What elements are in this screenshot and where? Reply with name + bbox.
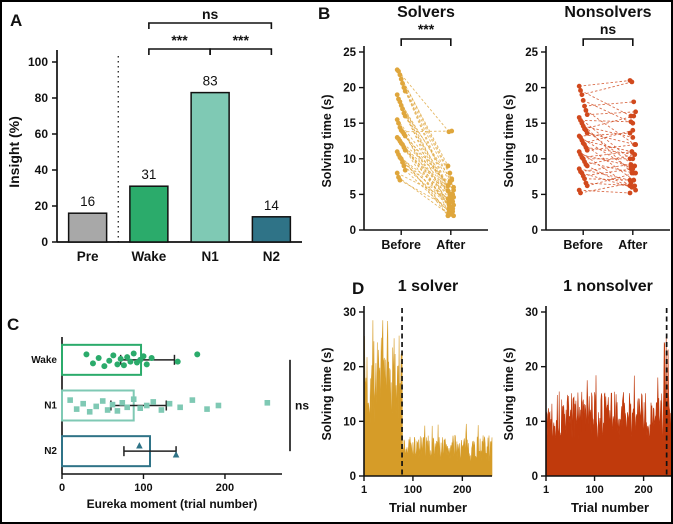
- nonsolver-series-chart: 0 10 20 30 1 100 200 Solving time (s) Trial numb…: [502, 306, 671, 515]
- svg-text:5: 5: [532, 189, 539, 201]
- svg-text:Pre: Pre: [77, 249, 99, 264]
- svg-text:***: ***: [171, 32, 188, 48]
- panel-d: D 1 solver 1 nonsolver 0 10 20 30 1 100 200 Sol…: [312, 264, 671, 522]
- svg-text:N1: N1: [44, 401, 57, 412]
- solver-series-chart: 0 10 20 30 1 100 200 Solving time (s) Trial numb…: [320, 306, 493, 515]
- svg-text:0: 0: [350, 471, 356, 483]
- svg-text:10: 10: [525, 154, 538, 166]
- nonsolvers-title: Nonsolvers: [564, 4, 652, 21]
- svg-text:20: 20: [525, 83, 538, 95]
- svg-text:10: 10: [525, 416, 538, 428]
- panel-d-label: D: [352, 279, 365, 298]
- svg-text:80: 80: [35, 91, 49, 105]
- svg-text:Before: Before: [381, 238, 421, 252]
- svg-text:30: 30: [343, 307, 356, 319]
- svg-text:Wake: Wake: [31, 355, 57, 366]
- panel-a-label: A: [10, 11, 23, 30]
- svg-text:14: 14: [264, 198, 280, 213]
- svg-text:100: 100: [585, 484, 603, 496]
- eureka-hbar-chart: Wake N1 N2 0 100 200 Eureka moment (trial numb…: [31, 337, 309, 511]
- solver-series-sub: 0 10 20 30 1 100 200 Solving time (s) Trial numb…: [318, 264, 499, 522]
- svg-text:Before: Before: [563, 238, 603, 252]
- svg-text:15: 15: [343, 118, 356, 130]
- svg-text:100: 100: [404, 484, 422, 496]
- svg-text:Solving time (s): Solving time (s): [320, 347, 334, 440]
- svg-text:20: 20: [35, 199, 49, 213]
- svg-text:Eureka moment (trial number): Eureka moment (trial number): [87, 497, 258, 511]
- svg-text:15: 15: [525, 118, 538, 130]
- nonsolver-series-title: 1 nonsolver: [563, 278, 653, 295]
- svg-text:20: 20: [343, 362, 356, 374]
- svg-text:200: 200: [453, 484, 471, 496]
- solvers-paired-chart: 0 5 10 15 20 25 Solving time (s) *** Before After: [320, 21, 488, 252]
- panel-c-label: C: [7, 315, 20, 334]
- svg-text:Trial number: Trial number: [389, 500, 467, 515]
- svg-text:30: 30: [525, 307, 538, 319]
- svg-text:25: 25: [343, 47, 356, 59]
- solvers-sub: 0 5 10 15 20 25 Solving time (s) *** Before After: [318, 2, 499, 264]
- solver-series-title: 1 solver: [397, 278, 459, 295]
- svg-text:N2: N2: [263, 249, 280, 264]
- nonsolver-series-sub: 0 10 20 30 1 100 200 Solving time (s) Trial numb…: [500, 264, 671, 522]
- svg-text:200: 200: [634, 484, 652, 496]
- svg-text:Solving time (s): Solving time (s): [502, 347, 516, 440]
- svg-text:0: 0: [532, 225, 538, 237]
- svg-text:5: 5: [350, 189, 357, 201]
- svg-text:1: 1: [361, 484, 367, 496]
- insight-bar-chart: 0 20 40 60 80 100 Insight (%) 16 Pre 31 Wake 83 N1 14…: [6, 6, 302, 264]
- panel-b-label: B: [318, 4, 331, 23]
- svg-text:Trial number: Trial number: [571, 500, 649, 515]
- svg-text:1: 1: [543, 484, 549, 496]
- svg-text:ns: ns: [295, 399, 309, 413]
- solvers-title: Solvers: [397, 4, 455, 21]
- svg-text:10: 10: [343, 154, 356, 166]
- svg-text:Insight (%): Insight (%): [6, 116, 22, 188]
- nonsolvers-sub: 0 5 10 15 20 25 Solving time (s) ns Before After: [500, 2, 671, 264]
- svg-text:20: 20: [525, 362, 538, 374]
- panel-b: B Solvers Nonsolvers 0 5 10 15 20 25 Solving t…: [312, 2, 671, 264]
- svg-text:***: ***: [418, 21, 435, 37]
- svg-text:N1: N1: [201, 249, 219, 264]
- svg-text:25: 25: [525, 47, 538, 59]
- svg-text:Solving time (s): Solving time (s): [320, 94, 334, 187]
- svg-text:Solving time (s): Solving time (s): [502, 94, 516, 187]
- panel-a: A 0 20 40 60 80 100 Insight (%) 16 Pre 31 Wake 83 N1…: [2, 2, 312, 302]
- svg-text:N2: N2: [44, 446, 57, 457]
- svg-text:100: 100: [28, 55, 48, 69]
- svg-text:16: 16: [80, 194, 95, 209]
- svg-text:83: 83: [203, 74, 218, 89]
- svg-text:After: After: [436, 238, 465, 252]
- svg-text:40: 40: [35, 163, 49, 177]
- svg-text:200: 200: [216, 482, 234, 494]
- svg-text:20: 20: [343, 83, 356, 95]
- svg-text:0: 0: [59, 482, 65, 494]
- nonsolvers-paired-chart: 0 5 10 15 20 25 Solving time (s) ns Before After: [502, 21, 670, 252]
- svg-text:0: 0: [41, 235, 48, 249]
- svg-text:60: 60: [35, 127, 49, 141]
- svg-text:***: ***: [233, 32, 250, 48]
- svg-text:31: 31: [141, 167, 156, 182]
- svg-text:0: 0: [350, 225, 356, 237]
- svg-text:100: 100: [134, 482, 152, 494]
- svg-text:10: 10: [343, 416, 356, 428]
- svg-text:0: 0: [532, 471, 538, 483]
- panel-c: C Wake N1 N2 0 100 200 Eureka moment (trial nu…: [2, 302, 312, 522]
- svg-text:Wake: Wake: [131, 249, 166, 264]
- svg-text:ns: ns: [202, 6, 219, 22]
- svg-text:ns: ns: [600, 21, 617, 37]
- svg-text:After: After: [618, 238, 647, 252]
